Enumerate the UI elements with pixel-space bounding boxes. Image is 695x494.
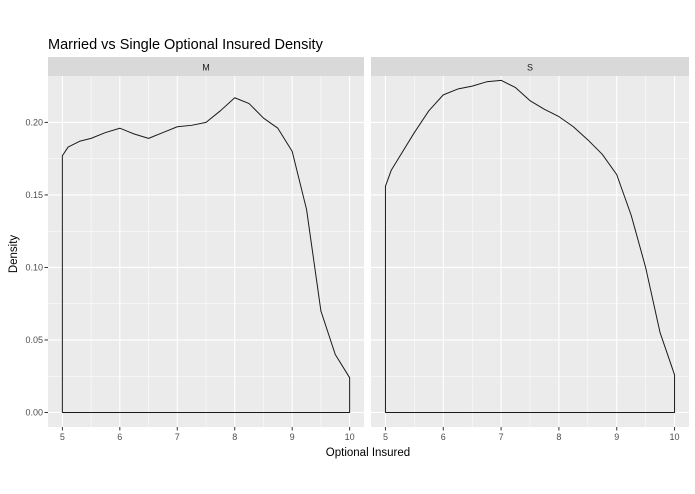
- density-curve-s: [384, 79, 676, 413]
- y-tick-label: 0.00: [25, 407, 43, 417]
- x-tick-label: 7: [499, 432, 504, 442]
- y-tick-label: 0.05: [25, 335, 43, 345]
- y-axis: 0.00 0.05 0.10 0.15 0.20: [25, 117, 48, 417]
- y-tick-label: 0.10: [25, 262, 43, 272]
- y-axis-title: Density: [8, 235, 20, 274]
- x-tick-label: 10: [345, 432, 355, 442]
- x-tick-label: 6: [117, 432, 122, 442]
- x-tick-label: 9: [614, 432, 619, 442]
- x-tick-label: 8: [556, 432, 561, 442]
- x-tick-label: 10: [670, 432, 680, 442]
- x-tick-label: 5: [60, 432, 65, 442]
- x-tick-label: 8: [232, 432, 237, 442]
- facet-strip-label: M: [202, 63, 210, 73]
- density-curve-m: [61, 97, 351, 413]
- y-tick-label: 0.15: [25, 190, 43, 200]
- facet-strip: [48, 57, 364, 76]
- x-tick-label: 5: [383, 432, 388, 442]
- facet-strip: [371, 57, 689, 76]
- x-tick-label: 7: [175, 432, 180, 442]
- x-tick-label: 6: [441, 432, 446, 442]
- chart-title: Married vs Single Optional Insured Densi…: [48, 37, 324, 53]
- x-axis-title: Optional Insured: [326, 447, 410, 459]
- facet-strip-label: S: [527, 63, 533, 73]
- facet-panels: M 5 6 7 8 9 10 S 5 6 7 8 9 10: [48, 57, 689, 442]
- facet-panel-s: S 5 6 7 8 9 10: [371, 57, 689, 442]
- y-tick-label: 0.20: [25, 117, 43, 127]
- x-tick-label: 9: [290, 432, 295, 442]
- facet-panel-m: M 5 6 7 8 9 10: [48, 57, 364, 442]
